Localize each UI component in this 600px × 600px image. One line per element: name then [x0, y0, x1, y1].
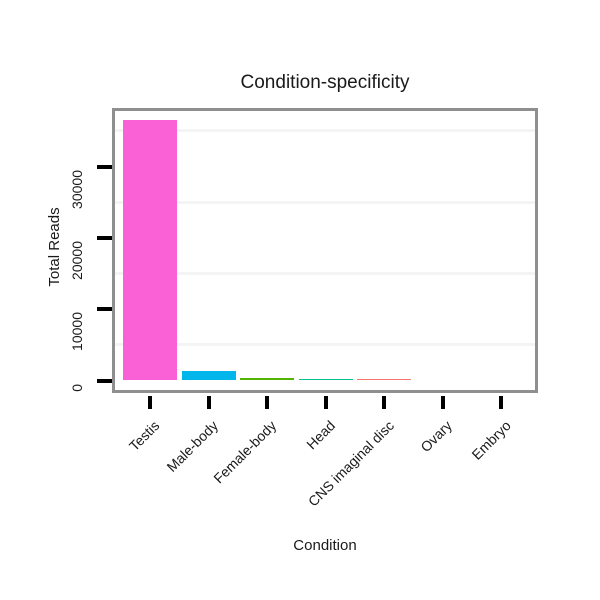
y-tick-0 — [97, 378, 112, 383]
x-axis-title: Condition — [293, 537, 357, 554]
x-tick-label-head: Head — [303, 417, 339, 453]
y-tick-label-10000: 10000 — [69, 312, 85, 352]
x-tick-female-body — [265, 396, 269, 409]
minor-gridline-35000 — [115, 129, 535, 133]
y-tick-label-0: 0 — [69, 383, 85, 392]
x-tick-ovary — [440, 396, 445, 409]
x-tick-testis — [148, 396, 152, 409]
x-tick-embryo — [499, 396, 503, 409]
x-tick-cns-imaginal-disc — [382, 396, 386, 409]
x-tick-head — [323, 396, 328, 409]
x-tick-label-testis: Testis — [126, 417, 163, 454]
bar-male-body — [181, 371, 236, 381]
x-tick-label-ovary: Ovary — [417, 417, 456, 456]
y-tick-10000 — [97, 307, 112, 312]
minor-gridline-25000 — [115, 200, 535, 204]
y-tick-label-30000: 30000 — [69, 169, 85, 209]
bar-female-body — [240, 377, 294, 381]
x-tick-label-embryo: Embryo — [468, 417, 514, 463]
minor-gridline-5000 — [115, 343, 535, 347]
bar-head — [298, 378, 353, 381]
y-axis-title-text: Total Reads — [46, 207, 63, 287]
bar-cns-imaginal-disc — [357, 379, 411, 381]
y-tick-label-20000: 20000 — [69, 240, 85, 280]
x-tick-label-male-body: Male-body — [163, 417, 222, 475]
x-tick-male-body — [206, 396, 211, 409]
y-tick-30000 — [97, 164, 112, 169]
y-tick-20000 — [97, 235, 112, 240]
chart-title: Condition-specificity — [240, 72, 410, 93]
bar-testis — [123, 120, 177, 381]
minor-gridline-15000 — [115, 272, 535, 276]
